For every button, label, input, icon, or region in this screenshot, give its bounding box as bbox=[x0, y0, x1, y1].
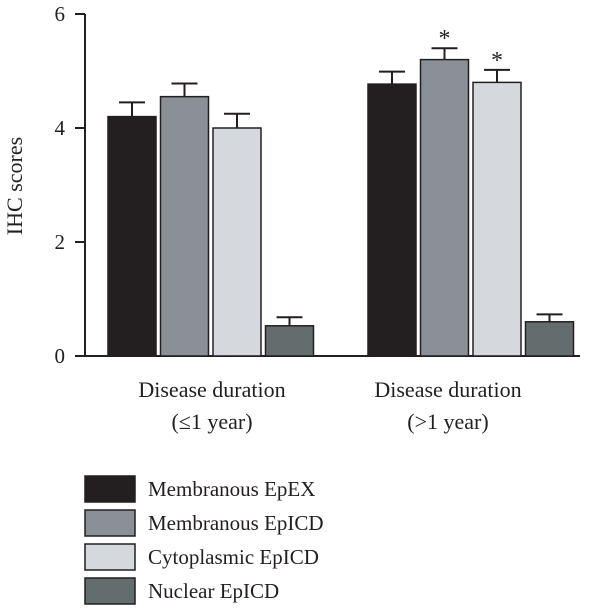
y-ticks: 0 2 4 6 bbox=[55, 2, 85, 368]
legend-swatch bbox=[84, 509, 136, 537]
bar bbox=[367, 83, 417, 357]
bar bbox=[524, 321, 575, 357]
legend-swatch bbox=[84, 543, 136, 571]
y-tick-label: 0 bbox=[55, 344, 66, 368]
legend: Membranous EpEX Membranous EpICD Cytoplasm… bbox=[84, 475, 324, 605]
legend-label: Cytoplasmic EpICD bbox=[148, 545, 319, 569]
bar bbox=[419, 58, 470, 357]
bar bbox=[212, 127, 262, 357]
legend-label: Nuclear EpICD bbox=[148, 579, 279, 603]
y-tick-label: 6 bbox=[55, 2, 66, 26]
bar bbox=[264, 325, 315, 357]
category-label: (>1 year) bbox=[407, 409, 488, 434]
significance-marker: * bbox=[491, 48, 503, 74]
legend-label: Membranous EpICD bbox=[148, 511, 324, 535]
significance-marker: * bbox=[439, 26, 451, 52]
category-label: (≤1 year) bbox=[171, 409, 252, 434]
legend-label: Membranous EpEX bbox=[148, 477, 315, 501]
bar bbox=[472, 81, 522, 357]
bar bbox=[159, 95, 210, 357]
bars: ** bbox=[107, 26, 575, 357]
category-label: Disease duration bbox=[374, 377, 521, 402]
category-label: Disease duration bbox=[138, 377, 285, 402]
bar bbox=[107, 115, 157, 357]
y-tick-label: 4 bbox=[55, 116, 66, 140]
category-labels: Disease duration (≤1 year) Disease duratio… bbox=[138, 377, 521, 434]
legend-swatch bbox=[84, 577, 136, 605]
legend-swatch bbox=[84, 475, 136, 503]
y-tick-label: 2 bbox=[55, 230, 66, 254]
y-axis-label: IHC scores bbox=[2, 137, 27, 235]
